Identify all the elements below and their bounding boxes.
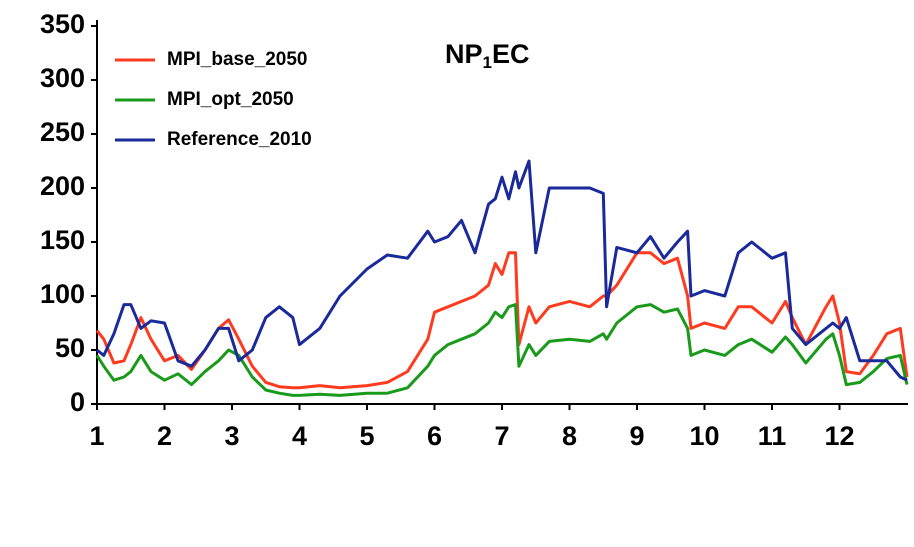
x-tick-label: 8 [562, 421, 577, 451]
title-main: NP [445, 39, 483, 69]
x-tick-label: 2 [157, 421, 172, 451]
x-tick-label: 3 [224, 421, 239, 451]
x-tick-label: 4 [292, 421, 307, 451]
x-tick-label: 12 [824, 421, 854, 451]
y-tick-label: 300 [40, 63, 85, 93]
title-subscript: 1 [483, 53, 492, 72]
legend-label: MPI_opt_2050 [167, 89, 294, 110]
series-line [95, 303, 909, 397]
y-tick-label: 150 [40, 225, 85, 255]
x-tick-label: 1 [89, 421, 104, 451]
y-tick-label: 350 [40, 9, 85, 39]
title-rest: EC [492, 39, 530, 69]
x-tick-label: 5 [359, 421, 374, 451]
y-tick-label: 200 [40, 171, 85, 201]
x-tick-label: 7 [494, 421, 509, 451]
y-tick-label: 0 [70, 387, 85, 417]
legend-label: Reference_2010 [167, 129, 312, 150]
y-tick-label: 50 [55, 333, 85, 363]
x-tick-label: 10 [689, 421, 719, 451]
x-tick-label: 9 [629, 421, 644, 451]
chart-title: NP1EC [445, 39, 530, 72]
y-tick-label: 100 [40, 279, 85, 309]
x-tick-label: 6 [427, 421, 442, 451]
x-tick-label: 11 [758, 421, 787, 451]
series-line [95, 251, 909, 390]
legend-label: MPI_base_2050 [167, 49, 308, 70]
y-tick-label: 250 [40, 117, 85, 147]
series-line [96, 159, 908, 382]
